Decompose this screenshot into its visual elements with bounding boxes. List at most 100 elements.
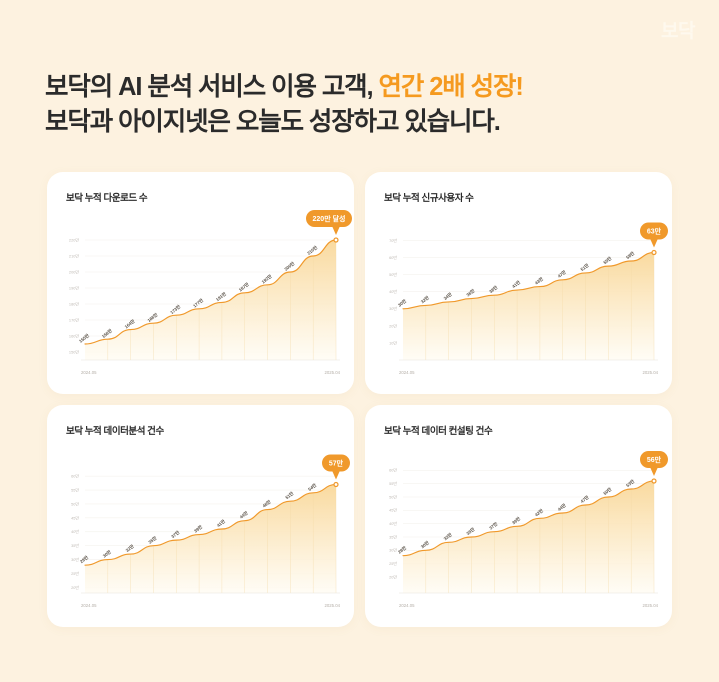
svg-text:41만: 41만 [215,518,226,529]
svg-text:187만: 187만 [237,281,250,294]
svg-text:43만: 43만 [533,275,544,286]
svg-text:35만: 35만 [465,526,476,537]
svg-text:37만: 37만 [170,529,181,540]
chart-card-cumulative-data-analysis: 보닥 누적 데이터분석 건수 60만 55만 50만 45만 40만 35만 30만 25만 20… [47,405,354,627]
svg-text:50만: 50만 [389,272,397,277]
svg-text:45만: 45만 [71,515,79,520]
svg-text:30만: 30만 [101,548,112,559]
svg-text:32만: 32만 [419,294,430,305]
svg-text:40만: 40만 [389,521,397,526]
headline-line-1-main: 보닥의 AI 분석 서비스 이용 고객, [45,73,379,101]
svg-text:220만 달성: 220만 달성 [313,214,346,223]
headline-line-1: 보닥의 AI 분석 서비스 이용 고객, 연간 2배 성장! [45,70,665,105]
chart-svg: 70만 60만 50만 40만 30만 20만 10만 30만 32만 34만 36만 38만 41만 4… [389,222,668,375]
svg-text:45만: 45만 [389,508,397,513]
svg-text:160만: 160만 [69,333,79,338]
svg-text:47만: 47만 [556,269,567,280]
svg-text:42만: 42만 [533,507,544,518]
svg-text:20만: 20만 [71,585,79,590]
svg-text:2024.05: 2024.05 [399,603,415,608]
svg-text:35만: 35만 [147,535,158,546]
svg-text:58만: 58만 [625,250,636,261]
svg-text:56만: 56만 [647,455,662,464]
svg-text:181만: 181만 [214,290,227,303]
svg-text:39만: 39만 [192,523,203,534]
svg-text:192만: 192만 [260,273,273,286]
svg-text:168만: 168만 [146,311,159,324]
svg-text:150만: 150만 [69,349,79,354]
svg-text:40만: 40만 [389,289,397,294]
chart-card-grid: 보닥 누적 다운로드 수 220만 210만 200만 190만 180만 170만 160만… [47,172,672,627]
svg-text:36만: 36만 [465,287,476,298]
brand-logo: 보닥 [661,21,695,42]
svg-text:38만: 38만 [488,284,499,295]
svg-text:20만: 20만 [389,574,397,579]
svg-text:2024.05: 2024.05 [399,370,415,375]
svg-text:155만: 155만 [77,332,90,345]
chart-svg: 60만55만50만45만40만35만30만25만20만28만30만33만35만3… [389,451,668,608]
svg-text:60만: 60만 [71,474,79,479]
svg-text:25만: 25만 [71,571,79,576]
svg-text:55만: 55만 [602,255,613,266]
chart-title: 보닥 누적 신규사용자 수 [384,193,474,204]
svg-text:41만: 41만 [510,279,521,290]
chart-card-cumulative-data-consulting: 보닥 누적 데이터 컨설팅 건수 60만 55만 50만 45만 40만 35만 30만 25만… [365,405,672,627]
svg-text:180만: 180만 [69,301,79,306]
svg-text:177만: 177만 [192,297,205,310]
svg-text:10만: 10만 [389,340,397,345]
svg-text:57만: 57만 [329,458,344,467]
svg-text:35만: 35만 [71,543,79,548]
svg-text:28만: 28만 [78,554,89,565]
headline-line-2: 보닥과 아이지넷은 오늘도 성장하고 있습니다. [45,108,501,137]
svg-text:44만: 44만 [556,502,567,513]
svg-text:158만: 158만 [100,327,113,340]
svg-text:35만: 35만 [389,534,397,539]
svg-text:70만: 70만 [389,238,397,243]
svg-text:30만: 30만 [396,298,407,309]
svg-text:60만: 60만 [389,468,397,473]
svg-text:60만: 60만 [389,255,397,260]
chart-title: 보닥 누적 데이터 컨설팅 건수 [384,426,493,437]
svg-text:28만: 28만 [396,544,407,555]
svg-text:30만: 30만 [389,306,397,311]
svg-text:30만: 30만 [389,548,397,553]
svg-text:2025.04: 2025.04 [642,370,658,375]
svg-text:200만: 200만 [283,260,296,273]
chart-svg: 220만 210만 200만 190만 180만 170만 160만 150만 155만 158만… [69,210,352,375]
svg-text:20만: 20만 [389,323,397,328]
svg-text:200만: 200만 [69,269,79,274]
chart-title: 보닥 누적 다운로드 수 [66,193,148,204]
svg-text:51만: 51만 [284,490,295,501]
chart-plot-cumulative-downloads: 220만 210만 200만 190만 180만 170만 160만 150만 155만 158만… [47,204,354,394]
svg-text:54만: 54만 [307,482,318,493]
svg-text:210만: 210만 [69,253,79,258]
chart-card-cumulative-new-users: 보닥 누적 신규사용자 수 70만 60만 50만 40만 30만 20만 10만 30만 32만… [365,172,672,394]
svg-text:47만: 47만 [579,494,590,505]
svg-text:33만: 33만 [442,531,453,542]
svg-text:44만: 44만 [238,509,249,520]
svg-text:48만: 48만 [261,498,272,509]
svg-text:50만: 50만 [602,486,613,497]
svg-text:50만: 50만 [71,501,79,506]
headline-block: 보닥의 AI 분석 서비스 이용 고객, 연간 2배 성장! 보닥과 아이지넷은… [45,70,665,140]
svg-text:2025.04: 2025.04 [324,370,340,375]
svg-text:190만: 190만 [69,285,79,290]
chart-plot-cumulative-new-users: 70만 60만 50만 40만 30만 20만 10만 30만 32만 34만 36만 38만 41만 4… [365,204,672,394]
svg-text:2025.04: 2025.04 [324,603,340,608]
svg-text:34만: 34만 [442,291,453,302]
chart-svg: 60만55만50만45만40만35만30만25만20만28만30만32만35만3… [71,454,350,608]
svg-text:32만: 32만 [124,543,135,554]
chart-title: 보닥 누적 데이터분석 건수 [66,426,164,437]
svg-text:30만: 30만 [419,539,430,550]
svg-text:220만: 220만 [69,237,79,242]
svg-text:2024.05: 2024.05 [81,370,97,375]
svg-text:40만: 40만 [71,529,79,534]
svg-text:210만: 210만 [306,244,319,257]
chart-plot-cumulative-data-analysis: 60만 55만 50만 45만 40만 35만 30만 25만 20만 28만 30만 32만 35만 3… [47,437,354,627]
svg-text:2024.05: 2024.05 [81,603,97,608]
svg-text:37만: 37만 [488,520,499,531]
svg-text:2025.04: 2025.04 [642,603,658,608]
svg-text:55만: 55만 [71,487,79,492]
svg-text:30만: 30만 [71,557,79,562]
svg-text:50만: 50만 [389,494,397,499]
